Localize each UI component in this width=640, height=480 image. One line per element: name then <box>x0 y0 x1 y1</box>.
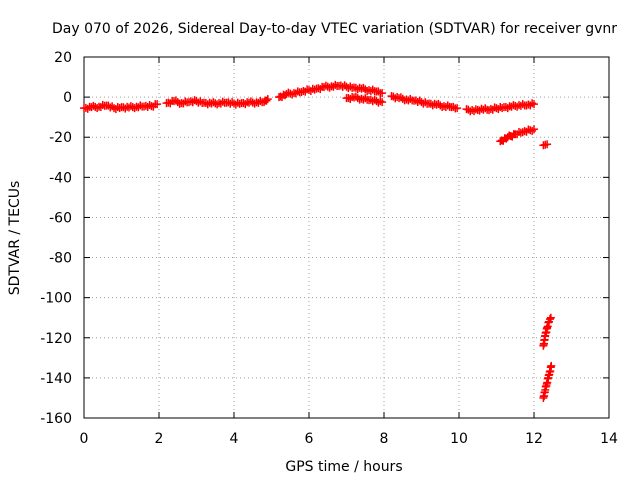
y-tick-label: 20 <box>54 50 72 66</box>
x-tick-label: 2 <box>155 431 164 447</box>
data-point <box>513 102 522 111</box>
y-tick-label: -160 <box>40 411 72 427</box>
y-tick-label: -100 <box>40 291 72 307</box>
data-point <box>547 361 556 370</box>
data-point <box>481 104 490 113</box>
data-point <box>528 126 537 135</box>
data-point <box>93 104 102 113</box>
data-point <box>545 315 554 324</box>
y-tick-label: -20 <box>49 130 72 146</box>
y-axis-label: SDTVAR / TECUs <box>7 181 23 296</box>
y-tick-label: -120 <box>40 331 72 347</box>
data-point <box>368 85 377 94</box>
data-point <box>475 106 484 115</box>
data-point <box>530 125 538 134</box>
data-point <box>546 313 555 322</box>
data-point <box>378 98 387 107</box>
data-point <box>406 94 415 103</box>
data-point <box>231 100 240 109</box>
data-point <box>203 100 212 109</box>
data-point <box>196 97 205 106</box>
plot-frame <box>83 56 610 419</box>
data-point <box>241 100 250 109</box>
x-tick-label: 4 <box>230 431 239 447</box>
data-point <box>378 89 387 98</box>
data-point <box>376 97 385 106</box>
y-tick-label: -60 <box>49 210 72 226</box>
data-point <box>449 102 458 111</box>
data-point <box>443 101 452 110</box>
data-point <box>453 104 462 113</box>
data-point <box>81 103 90 112</box>
data-point <box>145 101 154 110</box>
data-point <box>173 98 182 107</box>
data-point <box>374 87 383 96</box>
data-point <box>329 82 338 91</box>
data-point <box>213 100 222 109</box>
y-tick-label: -80 <box>49 251 72 267</box>
grid <box>84 57 609 418</box>
x-tick-labels: 0 2 4 6 8 10 12 14 <box>80 431 618 447</box>
data-point <box>216 99 225 108</box>
data-point <box>346 82 355 91</box>
data-point <box>263 95 272 104</box>
chart-title: Day 070 of 2026, Sidereal Day-to-day VTE… <box>52 21 617 37</box>
data-point <box>262 96 271 105</box>
data-point <box>325 83 334 92</box>
y-tick-label: -40 <box>49 170 72 186</box>
x-tick-label: 8 <box>380 431 389 447</box>
data-point <box>361 94 370 103</box>
data-point <box>530 100 538 109</box>
data-point <box>130 104 139 113</box>
data-point <box>121 104 130 113</box>
data-point <box>421 98 430 107</box>
y-tick-label: 0 <box>63 90 72 106</box>
y-tick-labels: 20 0 -20 -40 -60 -80 -100 -120 -140 -160 <box>40 50 72 427</box>
data-point <box>543 140 552 149</box>
axis-ticks <box>83 56 610 419</box>
x-tick-label: 14 <box>600 431 618 447</box>
y-tick-label: -140 <box>40 371 72 387</box>
x-tick-label: 10 <box>450 431 468 447</box>
x-tick-label: 6 <box>305 431 314 447</box>
data-point <box>250 99 259 108</box>
x-axis-label: GPS time / hours <box>285 459 402 475</box>
data-point <box>503 104 512 113</box>
data-point <box>153 100 162 109</box>
data-point <box>288 90 297 99</box>
data-point <box>528 99 537 108</box>
x-tick-label: 0 <box>80 431 89 447</box>
data-points <box>80 80 556 402</box>
data-point <box>314 84 323 93</box>
x-tick-label: 12 <box>525 431 543 447</box>
